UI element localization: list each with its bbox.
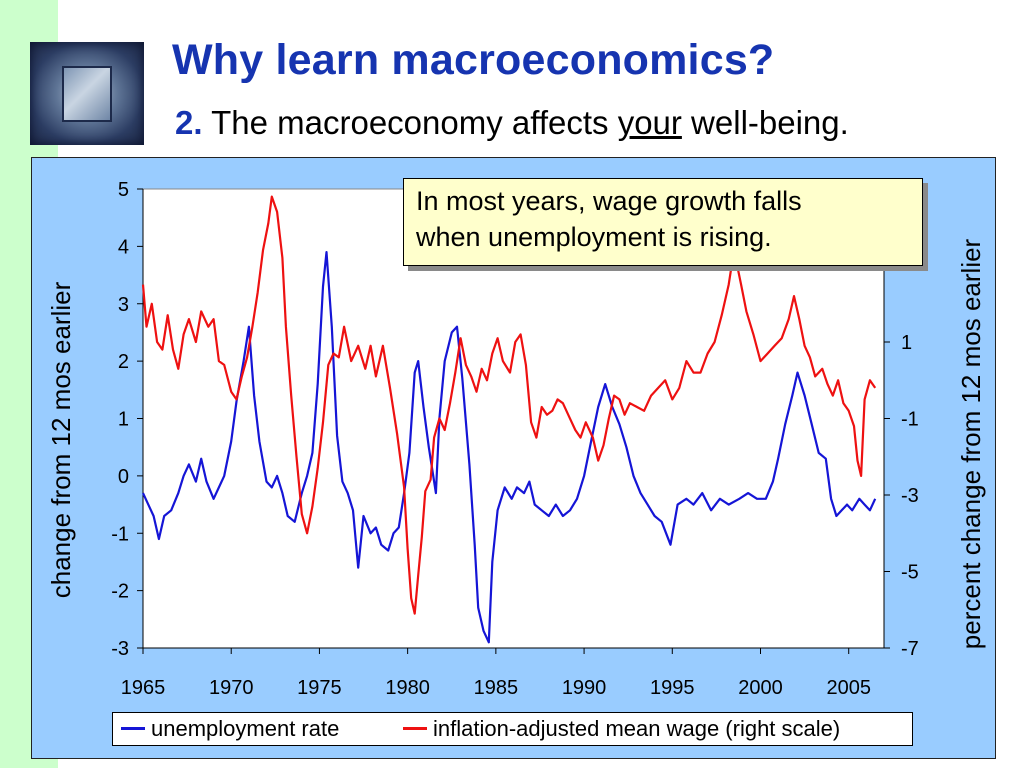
y-right-tick-label: -1 (901, 409, 919, 431)
y-tick-label: 3 (118, 294, 129, 316)
legend-item-wage: inflation-adjusted mean wage (right scal… (403, 716, 840, 742)
y-right-tick-label: -7 (901, 638, 919, 660)
y-right-tick-label: 1 (901, 332, 912, 354)
y-right-tick-label: -3 (901, 485, 919, 507)
y-right-tick-label: -5 (901, 562, 919, 584)
y-tick-label: 2 (118, 351, 129, 373)
y-tick-label: 0 (118, 466, 129, 488)
legend-swatch-unemployment (121, 726, 145, 730)
slide-title: Why learn macroeconomics? (172, 36, 775, 84)
subtitle-text-after: well-being. (681, 104, 849, 141)
y-tick-label: -2 (111, 581, 129, 603)
x-tick-label: 1970 (209, 677, 254, 699)
x-tick-label: 1965 (121, 677, 166, 699)
annotation-callout: In most years, wage growth falls when un… (403, 178, 923, 266)
legend-item-unemployment: unemployment rate (121, 716, 339, 742)
y-tick-label: 1 (118, 409, 129, 431)
y-tick-label: 5 (118, 179, 129, 201)
series-line-unemployment (142, 251, 877, 644)
slide-subtitle: 2. The macroeconomy affects your well-be… (175, 104, 849, 142)
x-tick-label: 1980 (385, 677, 430, 699)
x-tick-label: 1975 (297, 677, 342, 699)
subtitle-text-before: The macroeconomy affects (211, 104, 618, 141)
callout-line-2: when unemployment is rising. (416, 222, 772, 252)
logo-window-shape (62, 66, 112, 122)
x-tick-label: 1985 (474, 677, 519, 699)
subtitle-emphasis: your (617, 104, 682, 141)
legend-label-unemployment: unemployment rate (151, 716, 340, 741)
series-line-wage (141, 195, 877, 615)
x-tick-label: 2005 (826, 677, 871, 699)
y-tick-label: 4 (118, 236, 129, 258)
legend-label-wage: inflation-adjusted mean wage (right scal… (433, 716, 841, 741)
x-tick-label: 1995 (650, 677, 695, 699)
subtitle-number: 2. (175, 104, 203, 141)
chart-legend: unemployment rate inflation-adjusted mea… (112, 712, 913, 746)
callout-line-1: In most years, wage growth falls (416, 186, 802, 216)
y-tick-label: -3 (111, 638, 129, 660)
legend-swatch-wage (403, 726, 427, 730)
y-right-axis-label: percent change from 12 mos earlier (956, 238, 986, 649)
y-tick-label: -1 (111, 523, 129, 545)
x-tick-label: 2000 (738, 677, 783, 699)
x-tick-label: 1990 (562, 677, 607, 699)
y-axis-label: change from 12 mos earlier (46, 281, 76, 598)
slide-logo-image (30, 42, 144, 145)
